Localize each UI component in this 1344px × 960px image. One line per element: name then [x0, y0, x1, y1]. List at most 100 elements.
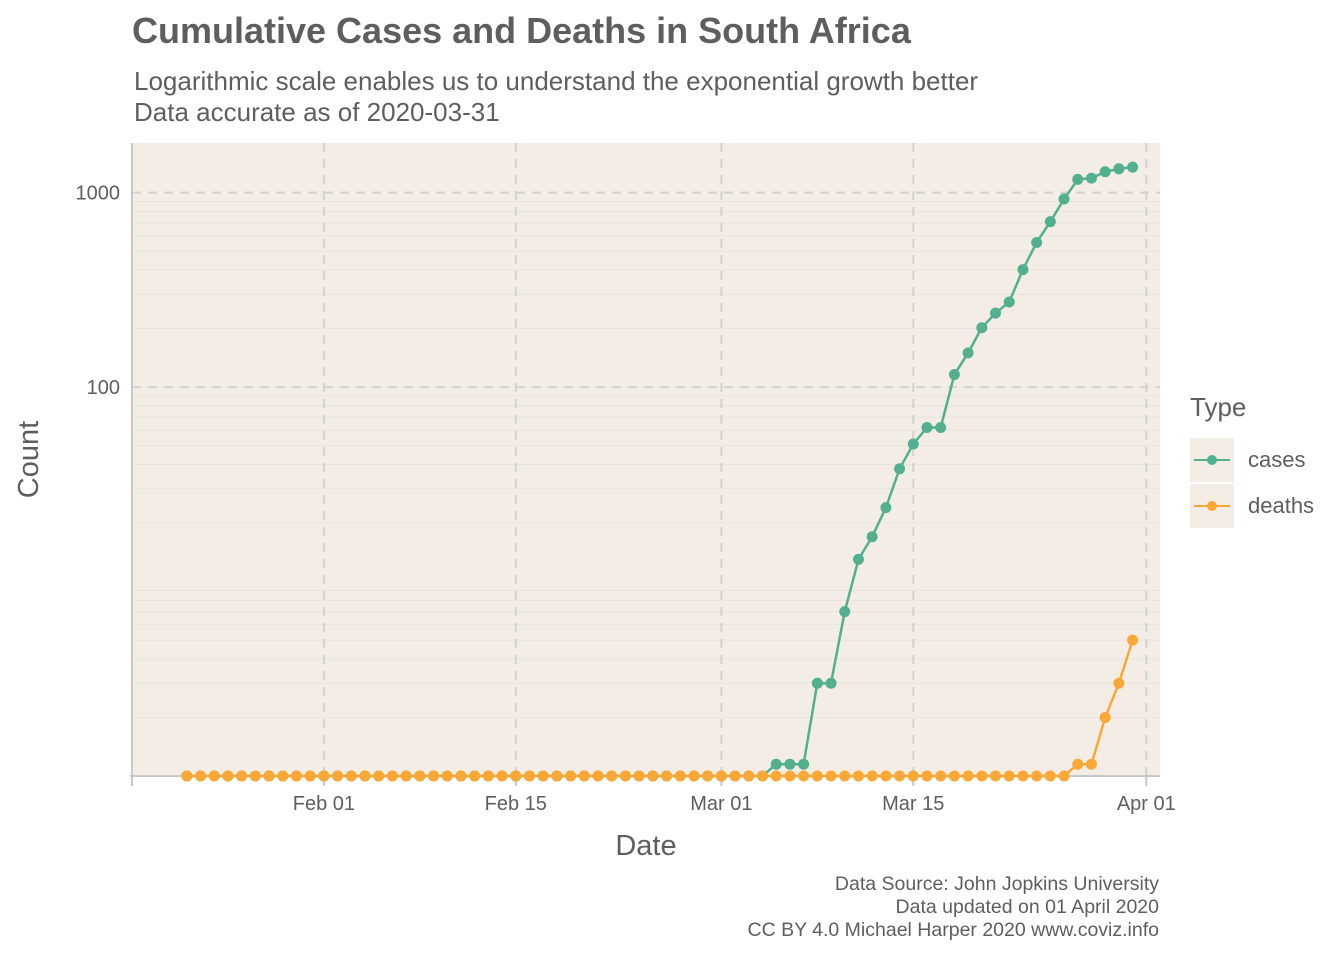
data-point-cases: [1031, 237, 1043, 249]
data-point-deaths: [633, 770, 645, 782]
data-point-deaths: [1127, 634, 1139, 646]
series-line-deaths: [186, 639, 1134, 778]
data-point-cases: [921, 421, 933, 433]
data-point-cases: [784, 758, 796, 770]
data-point-deaths: [195, 770, 207, 782]
caption-line-1: Data Source: John Jopkins University: [834, 873, 1159, 895]
data-point-deaths: [976, 770, 988, 782]
y-tick-label: 1000: [76, 183, 121, 205]
data-point-deaths: [304, 770, 316, 782]
data-point-cases: [1058, 193, 1070, 205]
data-point-deaths: [1031, 770, 1043, 782]
subtitle-line-2: Data accurate as of 2020-03-31: [134, 97, 500, 127]
data-point-cases: [1017, 264, 1029, 276]
data-point-deaths: [729, 770, 741, 782]
data-point-deaths: [277, 770, 289, 782]
data-point-deaths: [455, 770, 467, 782]
data-point-deaths: [523, 770, 535, 782]
data-point-cases: [880, 502, 892, 514]
data-point-cases: [1113, 163, 1125, 175]
legend-key-deaths: [1190, 484, 1234, 528]
data-point-deaths: [743, 770, 755, 782]
chart-subtitle: Logarithmic scale enables us to understa…: [134, 66, 978, 128]
data-point-deaths: [318, 770, 330, 782]
data-point-deaths: [578, 770, 590, 782]
data-point-cases: [839, 606, 851, 618]
x-tick-label: Mar 15: [882, 793, 944, 815]
x-tick-label: Feb 15: [485, 793, 547, 815]
data-point-deaths: [825, 770, 837, 782]
data-point-deaths: [332, 770, 344, 782]
data-point-deaths: [688, 770, 700, 782]
data-point-deaths: [441, 770, 453, 782]
data-point-deaths: [1017, 770, 1029, 782]
data-point-deaths: [1072, 758, 1084, 770]
data-point-deaths: [345, 770, 357, 782]
legend-item-cases: cases: [1190, 437, 1314, 483]
data-point-deaths: [784, 770, 796, 782]
data-point-deaths: [469, 770, 481, 782]
x-tick-label: Apr 01: [1117, 793, 1176, 815]
data-point-deaths: [661, 770, 673, 782]
data-point-deaths: [373, 770, 385, 782]
data-point-deaths: [811, 770, 823, 782]
data-point-deaths: [290, 770, 302, 782]
data-point-cases: [1127, 161, 1139, 173]
data-point-deaths: [770, 770, 782, 782]
data-point-cases: [1044, 216, 1056, 228]
data-point-cases: [962, 347, 974, 359]
x-axis-title: Date: [615, 830, 676, 862]
data-point-deaths: [962, 770, 974, 782]
data-point-cases: [1072, 173, 1084, 185]
y-tick-label: 100: [87, 377, 120, 399]
data-point-deaths: [990, 770, 1002, 782]
data-point-deaths: [249, 770, 261, 782]
data-point-deaths: [1099, 711, 1111, 723]
data-point-deaths: [839, 770, 851, 782]
chart-title: Cumulative Cases and Deaths in South Afr…: [132, 10, 911, 51]
data-point-deaths: [414, 770, 426, 782]
data-point-deaths: [674, 770, 686, 782]
data-point-deaths: [537, 770, 549, 782]
data-point-cases: [990, 307, 1002, 319]
data-point-cases: [811, 677, 823, 689]
data-point-cases: [770, 758, 782, 770]
caption: Data Source: John Jopkins University Dat…: [748, 873, 1160, 942]
data-point-cases: [798, 758, 810, 770]
data-point-cases: [1085, 172, 1097, 184]
data-point-deaths: [798, 770, 810, 782]
data-point-deaths: [647, 770, 659, 782]
data-point-deaths: [482, 770, 494, 782]
data-point-deaths: [551, 770, 563, 782]
caption-line-3: CC BY 4.0 Michael Harper 2020 www.coviz.…: [747, 919, 1160, 941]
data-point-deaths: [1113, 677, 1125, 689]
data-point-cases: [1099, 166, 1111, 178]
legend-label-deaths: deaths: [1248, 493, 1315, 518]
data-point-cases: [1003, 296, 1015, 308]
data-point-deaths: [702, 770, 714, 782]
data-point-deaths: [1058, 770, 1070, 782]
data-point-deaths: [1085, 758, 1097, 770]
legend-item-deaths: deaths: [1190, 483, 1314, 529]
data-point-deaths: [181, 770, 193, 782]
data-point-deaths: [880, 770, 892, 782]
data-point-deaths: [428, 770, 440, 782]
plot-panel: [132, 143, 1160, 776]
data-point-cases: [825, 677, 837, 689]
x-tick-label: Mar 01: [690, 793, 752, 815]
data-point-cases: [852, 553, 864, 565]
data-point-deaths: [907, 770, 919, 782]
data-point-cases: [866, 531, 878, 543]
data-point-deaths: [606, 770, 618, 782]
subtitle-line-1: Logarithmic scale enables us to understa…: [134, 66, 979, 96]
data-point-deaths: [757, 770, 769, 782]
caption-line-2: Data updated on 01 April 2020: [895, 896, 1159, 918]
data-point-cases: [948, 369, 960, 381]
y-axis-title: Count: [13, 421, 45, 498]
data-point-deaths: [565, 770, 577, 782]
data-point-deaths: [921, 770, 933, 782]
data-point-deaths: [222, 770, 234, 782]
data-point-deaths: [592, 770, 604, 782]
data-point-deaths: [496, 770, 508, 782]
data-point-deaths: [208, 770, 220, 782]
